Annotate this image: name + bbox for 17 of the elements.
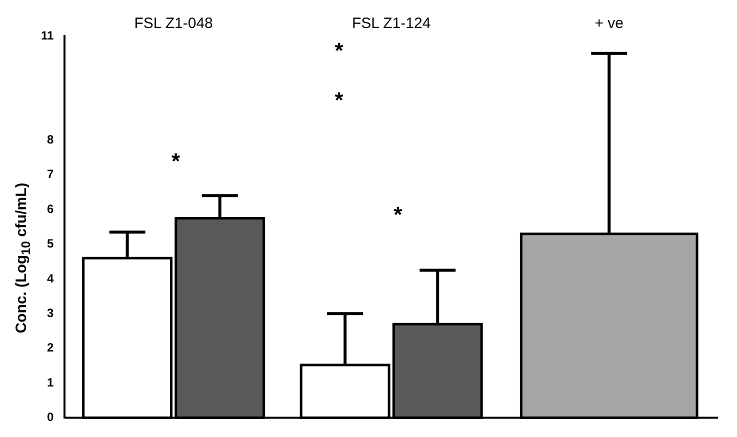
y-tick-label: 6 bbox=[47, 202, 54, 216]
y-tick-label: 5 bbox=[47, 236, 54, 251]
y-tick-label: 7 bbox=[47, 167, 54, 182]
y-tick-label: 4 bbox=[47, 271, 54, 286]
y-tick-label: 1 bbox=[47, 375, 54, 390]
y-tick-label: 0 bbox=[47, 410, 54, 424]
y-tick-label: 8 bbox=[47, 132, 54, 146]
y-tick-label: 2 bbox=[47, 340, 54, 355]
x-tick-label: FSL Z1-048 bbox=[134, 15, 213, 32]
annotation: * bbox=[334, 38, 344, 63]
y-tick-label: 11 bbox=[41, 28, 54, 42]
x-tick-label: + ve bbox=[594, 15, 624, 32]
annotation: * bbox=[171, 148, 180, 174]
x-tick-label: FSL Z1-124 bbox=[352, 15, 431, 32]
y-tick-label: 3 bbox=[47, 306, 54, 320]
annotation: * bbox=[334, 87, 344, 112]
annotation: * bbox=[394, 202, 403, 227]
